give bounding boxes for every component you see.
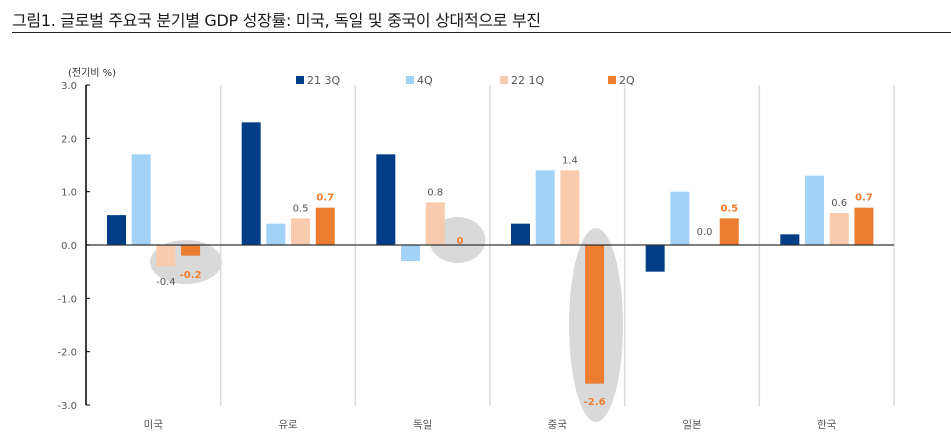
legend-swatch: [296, 76, 304, 84]
bar-한국-2Q: [854, 207, 874, 245]
data-label: -0.4: [156, 277, 176, 288]
figure-title: 그림1. 글로벌 주요국 분기별 GDP 성장률: 미국, 독일 및 중국이 상…: [12, 11, 541, 30]
bar-유로-21-3Q: [241, 122, 261, 245]
bar-독일-22-1Q: [425, 202, 445, 245]
bar-미국-4Q: [131, 154, 151, 245]
category-label: 유로: [278, 419, 298, 431]
y-tick-label: 0.0: [61, 241, 77, 252]
y-tick-label: 3.0: [61, 81, 77, 92]
bar-유로-22-1Q: [291, 218, 311, 245]
bar-한국-22-1Q: [829, 213, 849, 245]
bar-중국-21-3Q: [511, 223, 530, 245]
y-tick-label: -1.0: [57, 294, 77, 305]
data-label: 0.0: [697, 227, 713, 238]
bar-중국-2Q: [585, 245, 605, 384]
legend-swatch: [406, 76, 414, 84]
legend-label: 2Q: [619, 74, 635, 87]
bar-일본-21-3Q: [645, 245, 665, 272]
bar-일본-2Q: [719, 218, 739, 245]
category-label: 독일: [413, 418, 432, 431]
legend-label: 4Q: [417, 74, 433, 87]
bar-독일-21-3Q: [376, 154, 396, 245]
y-tick-label: -2.0: [57, 348, 77, 359]
y-tick-label: -3.0: [57, 401, 77, 412]
data-label: 0.6: [831, 198, 847, 209]
data-label: 0.7: [316, 193, 334, 204]
bar-일본-4Q: [670, 191, 690, 245]
bar-중국-22-1Q: [560, 170, 580, 245]
bar-중국-4Q: [535, 170, 555, 245]
category-label: 한국: [817, 419, 837, 431]
legend-swatch: [500, 76, 508, 84]
category-label: 중국: [548, 419, 568, 431]
bar-유로-2Q: [315, 207, 335, 245]
bar-한국-21-3Q: [780, 234, 800, 245]
data-label: 0.5: [293, 203, 309, 214]
y-axis-unit-label: (전기비 %): [68, 67, 116, 79]
bar-미국-21-3Q: [107, 215, 126, 245]
legend-label: 21 3Q: [307, 74, 340, 87]
category-label: 일본: [682, 418, 702, 431]
bar-독일-4Q: [401, 245, 421, 261]
data-label: 1.4: [562, 155, 578, 166]
bar-유로-4Q: [266, 223, 286, 245]
y-tick-label: 1.0: [61, 188, 77, 199]
title-rule: [12, 32, 951, 33]
data-label: 0: [456, 236, 463, 247]
bar-미국-2Q: [181, 245, 201, 256]
data-label: 0.8: [427, 187, 443, 198]
data-label: -2.6: [584, 397, 606, 408]
y-tick-label: 2.0: [61, 134, 77, 145]
data-label: 0.5: [720, 203, 738, 214]
bar-한국-4Q: [805, 175, 825, 245]
bar-미국-22-1Q: [156, 245, 176, 267]
data-label: 0.7: [855, 193, 873, 204]
legend-label: 22 1Q: [511, 74, 544, 87]
data-label: -0.2: [180, 270, 202, 281]
legend-swatch: [608, 76, 616, 84]
category-label: 미국: [144, 419, 164, 431]
